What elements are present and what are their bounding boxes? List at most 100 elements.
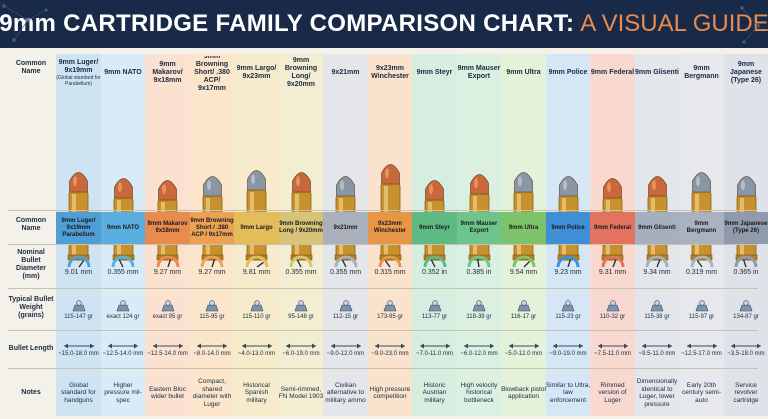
length-arrow-icon: [63, 343, 94, 349]
cartridge-column: 9mm Mauser Export 9mm Mauser Export 0.385 …: [456, 54, 502, 416]
length-value: ~6.0-12.0 mm: [460, 351, 498, 357]
cartridge-name-text: 9mm NATO: [104, 69, 142, 76]
scale-icon: [294, 300, 308, 312]
diameter-value: 0.365 in: [733, 268, 759, 276]
length-cell: ~8.0-14.0 mm: [190, 332, 235, 368]
length-value: ~15.0-18.0 mm: [58, 351, 99, 357]
diameter-cell: 0.355 mm: [323, 246, 368, 284]
length-cell: ~4.0-13.0 mm: [234, 332, 279, 368]
diameter-cell: 0.319 mm: [679, 246, 724, 284]
cartridge-name-text: 9mm Browning Short/ .380 ACP/ 9x17mm: [194, 56, 230, 90]
weight-value: 115-97 gr: [688, 314, 715, 320]
cartridge-name-text: 9mm Makarov/ 9x18mm: [152, 61, 183, 84]
cartridge-name-text: 9mm Bergmann: [684, 65, 719, 80]
length-arrow-icon: [553, 343, 583, 349]
weight-value: 116-17 gr: [510, 314, 537, 320]
cartridge-column: 9x23mm Winchester 9x23mm Winchester 0.315 …: [367, 54, 413, 416]
cartridge-name: 9mm Steyr: [412, 56, 457, 90]
cartridge-name-text: 9mm Luger/ 9x19mm: [58, 59, 99, 74]
diameter-value: 9.31 mm: [598, 268, 627, 276]
length-cell: ~12.5-14.0 mm: [145, 332, 190, 368]
cartridge-band-name: 9mm Japanese (Type 26): [723, 212, 768, 244]
cartridge-band-name: 9x21mm: [323, 212, 368, 244]
gauge-icon: [556, 255, 580, 267]
gauge-icon: [156, 255, 179, 267]
cartridge-column: 9mm Japanese (Type 26) 9mm Japanese (Type…: [723, 54, 768, 416]
notes-cell: Global standard for handguns: [61, 381, 96, 404]
cartridge-subnote: (Global standard for Parabellum): [56, 75, 101, 87]
notes-cell: Compact, shared diameter with Luger: [192, 378, 232, 408]
diameter-cell: 9.27 mm: [145, 246, 190, 284]
scale-icon: [250, 300, 263, 312]
weight-value: 115-147 gr: [64, 314, 93, 320]
cartridge-name: 9mm Luger/ 9x19mm (Global standard for Pa…: [56, 56, 101, 90]
diameter-value: 9.23 mm: [554, 268, 582, 276]
row-label-common-name-top: Common Name: [15, 60, 47, 75]
length-value: ~4.0-13.0 mm: [237, 351, 276, 357]
cartridge-name-text: 9mm Ultra: [506, 69, 541, 76]
cartridge-column: 9mm Police 9mm Police 9.23 mm 115-23 gr ~9.0…: [545, 54, 591, 416]
weight-cell: 115-95 gr: [190, 290, 235, 330]
diameter-value: 9.81 mm: [242, 268, 271, 276]
length-value: ~5.0-12.0 mm: [504, 351, 543, 357]
weight-value: 115-23 gr: [555, 314, 581, 320]
length-value: ~12.5-14.0 mm: [102, 351, 144, 357]
length-arrow-icon: [152, 343, 183, 349]
notes-cell: Historic Austrian military: [422, 381, 447, 404]
cartridge-band-name: 9mm Steyr: [412, 212, 457, 244]
cartridge-band-name: 9mm Browning Short / .380 ACP / 9x17mm: [189, 212, 235, 244]
weight-value: 173-95 gr: [377, 314, 403, 320]
length-value: ~6.0-19.0 mm: [282, 351, 320, 357]
diameter-value: 9.34 mm: [643, 268, 671, 276]
cartridge-band-name: 9mm Federal: [590, 212, 635, 244]
weight-value: 95-148 gr: [288, 314, 314, 320]
length-arrow-icon: [286, 343, 316, 349]
length-cell: ~12.5-17.0 mm: [679, 332, 724, 368]
weight-value: 118-39 gr: [466, 314, 492, 320]
length-cell: ~5.0-12.0 mm: [501, 332, 546, 368]
weight-value: exact 124 gr: [106, 314, 140, 320]
scale-icon: [695, 300, 708, 312]
cartridge-name-text: 9mm Steyr: [416, 69, 453, 76]
cartridge-name-text: 9x21mm: [331, 69, 360, 76]
diameter-cell: 0.355 mm: [101, 246, 146, 284]
diameter-cell: 0.365 in: [724, 246, 768, 284]
row-label-common-name: Common Name: [15, 217, 47, 232]
length-cell: ~9.0-23.0 mm: [368, 332, 413, 368]
cartridge-band-name: 9mm Ultra: [501, 212, 546, 244]
cartridge-name-text: 9mm Federal: [590, 69, 635, 76]
diameter-cell: 9.27 mm: [190, 246, 235, 284]
diameter-value: 0.315 mm: [374, 268, 406, 276]
length-arrow-icon: [108, 343, 138, 349]
notes-cell: Early 20th century semi-auto: [681, 381, 721, 404]
row-label-weight: Typical Bullet Weight (grains): [8, 296, 54, 319]
notes-cell: High velocity historical bottleneck: [460, 381, 498, 404]
length-value: ~7.5-11.0 mm: [594, 351, 631, 357]
gauge-icon: [645, 255, 669, 267]
scale-icon: [161, 300, 174, 312]
cartridge-name-text: 9mm Browning Long/ 9x20mm: [284, 57, 318, 88]
diameter-cell: 9.23 mm: [546, 246, 591, 284]
gauge-icon: [111, 255, 135, 267]
length-arrow-icon: [375, 343, 405, 349]
cartridge-column: 9mm Makarov/ 9x18mm 9mm Makarov 9x18mm 9.2…: [145, 54, 190, 416]
length-value: ~12.5-17.0 mm: [681, 351, 722, 357]
diameter-cell: 9.31 mm: [590, 246, 635, 284]
cartridge-band-name: 9mm NATO: [100, 212, 146, 244]
length-value: ~7.0-11.0 mm: [416, 351, 453, 357]
weight-cell: 173-95 gr: [368, 290, 413, 330]
length-cell: ~6.0-19.0 mm: [279, 332, 324, 368]
cartridge-column: 9mm Ultra 9mm Ultra 9.54 mm 116-17 gr ~5.0-1…: [501, 54, 546, 416]
notes-cell: Dimensionally identical to Luger, lower …: [636, 378, 678, 408]
length-value: ~3.5-18.0 mm: [727, 351, 765, 357]
length-cell: ~9.5-11.0 mm: [635, 332, 680, 368]
length-arrow-icon: [330, 343, 361, 349]
length-cell: ~7.5-11.0 mm: [590, 332, 635, 368]
gauge-icon: [512, 255, 535, 267]
cartridge-name-text: 9mm Glisenti: [635, 69, 679, 76]
weight-value: 110-32 gr: [599, 314, 626, 320]
cartridge-name-text: 9mm Police: [548, 69, 588, 76]
title-main: 9mm CARTRIDGE FAMILY COMPARISON CHART:: [0, 10, 575, 37]
weight-value: 115-95 gr: [199, 314, 225, 320]
length-value: ~8.0-14.0 mm: [193, 351, 231, 357]
